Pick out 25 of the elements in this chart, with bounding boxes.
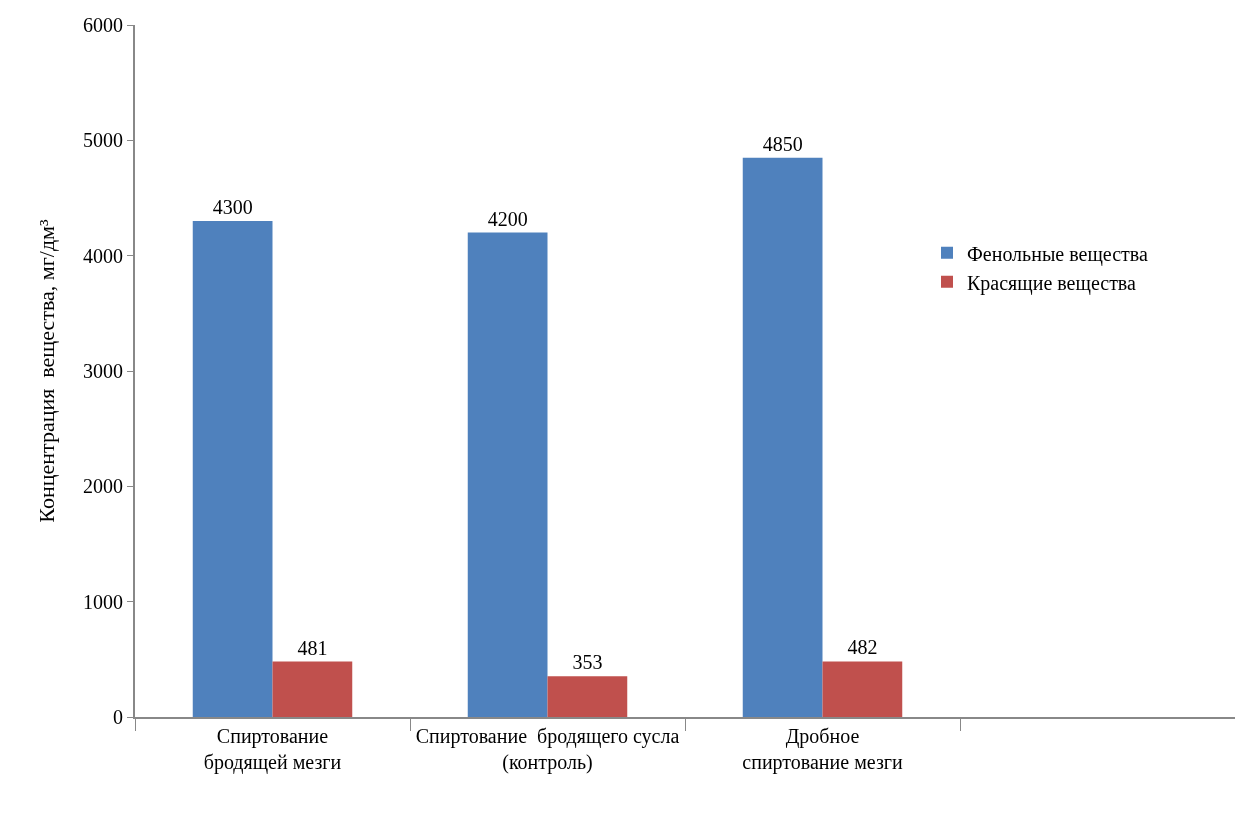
x-tick-label: Спиртование бродящей мезги [203,725,342,774]
data-label: 4300 [212,196,253,219]
bar [742,157,823,717]
x-tick-label: Спиртование бродящего сусла (контроль) [415,725,680,774]
y-tick-label: 6000 [83,14,123,36]
y-tick-label: 5000 [83,129,123,152]
x-tick-label: Дробное спиртование мезги [742,725,904,774]
y-tick-label: 2000 [83,475,123,498]
data-label: 353 [572,651,603,674]
bar [547,676,628,717]
data-label: 4200 [487,207,528,230]
bar [272,661,353,717]
bar [192,221,273,717]
data-label: 482 [847,636,878,659]
y-tick-label: 3000 [83,360,123,382]
data-label: 481 [297,636,328,659]
legend-label: Фенольные вещества [967,242,1149,266]
data-label: 4850 [762,132,803,155]
legend-label: Красящие вещества [967,271,1137,295]
bar [822,661,903,717]
y-axis-title: Концентрация вещества, мг/дм³ [34,218,60,523]
y-tick-label: 0 [113,706,123,728]
y-tick-label: 1000 [83,590,123,613]
y-tick-label: 4000 [83,244,123,267]
bar [467,232,548,717]
